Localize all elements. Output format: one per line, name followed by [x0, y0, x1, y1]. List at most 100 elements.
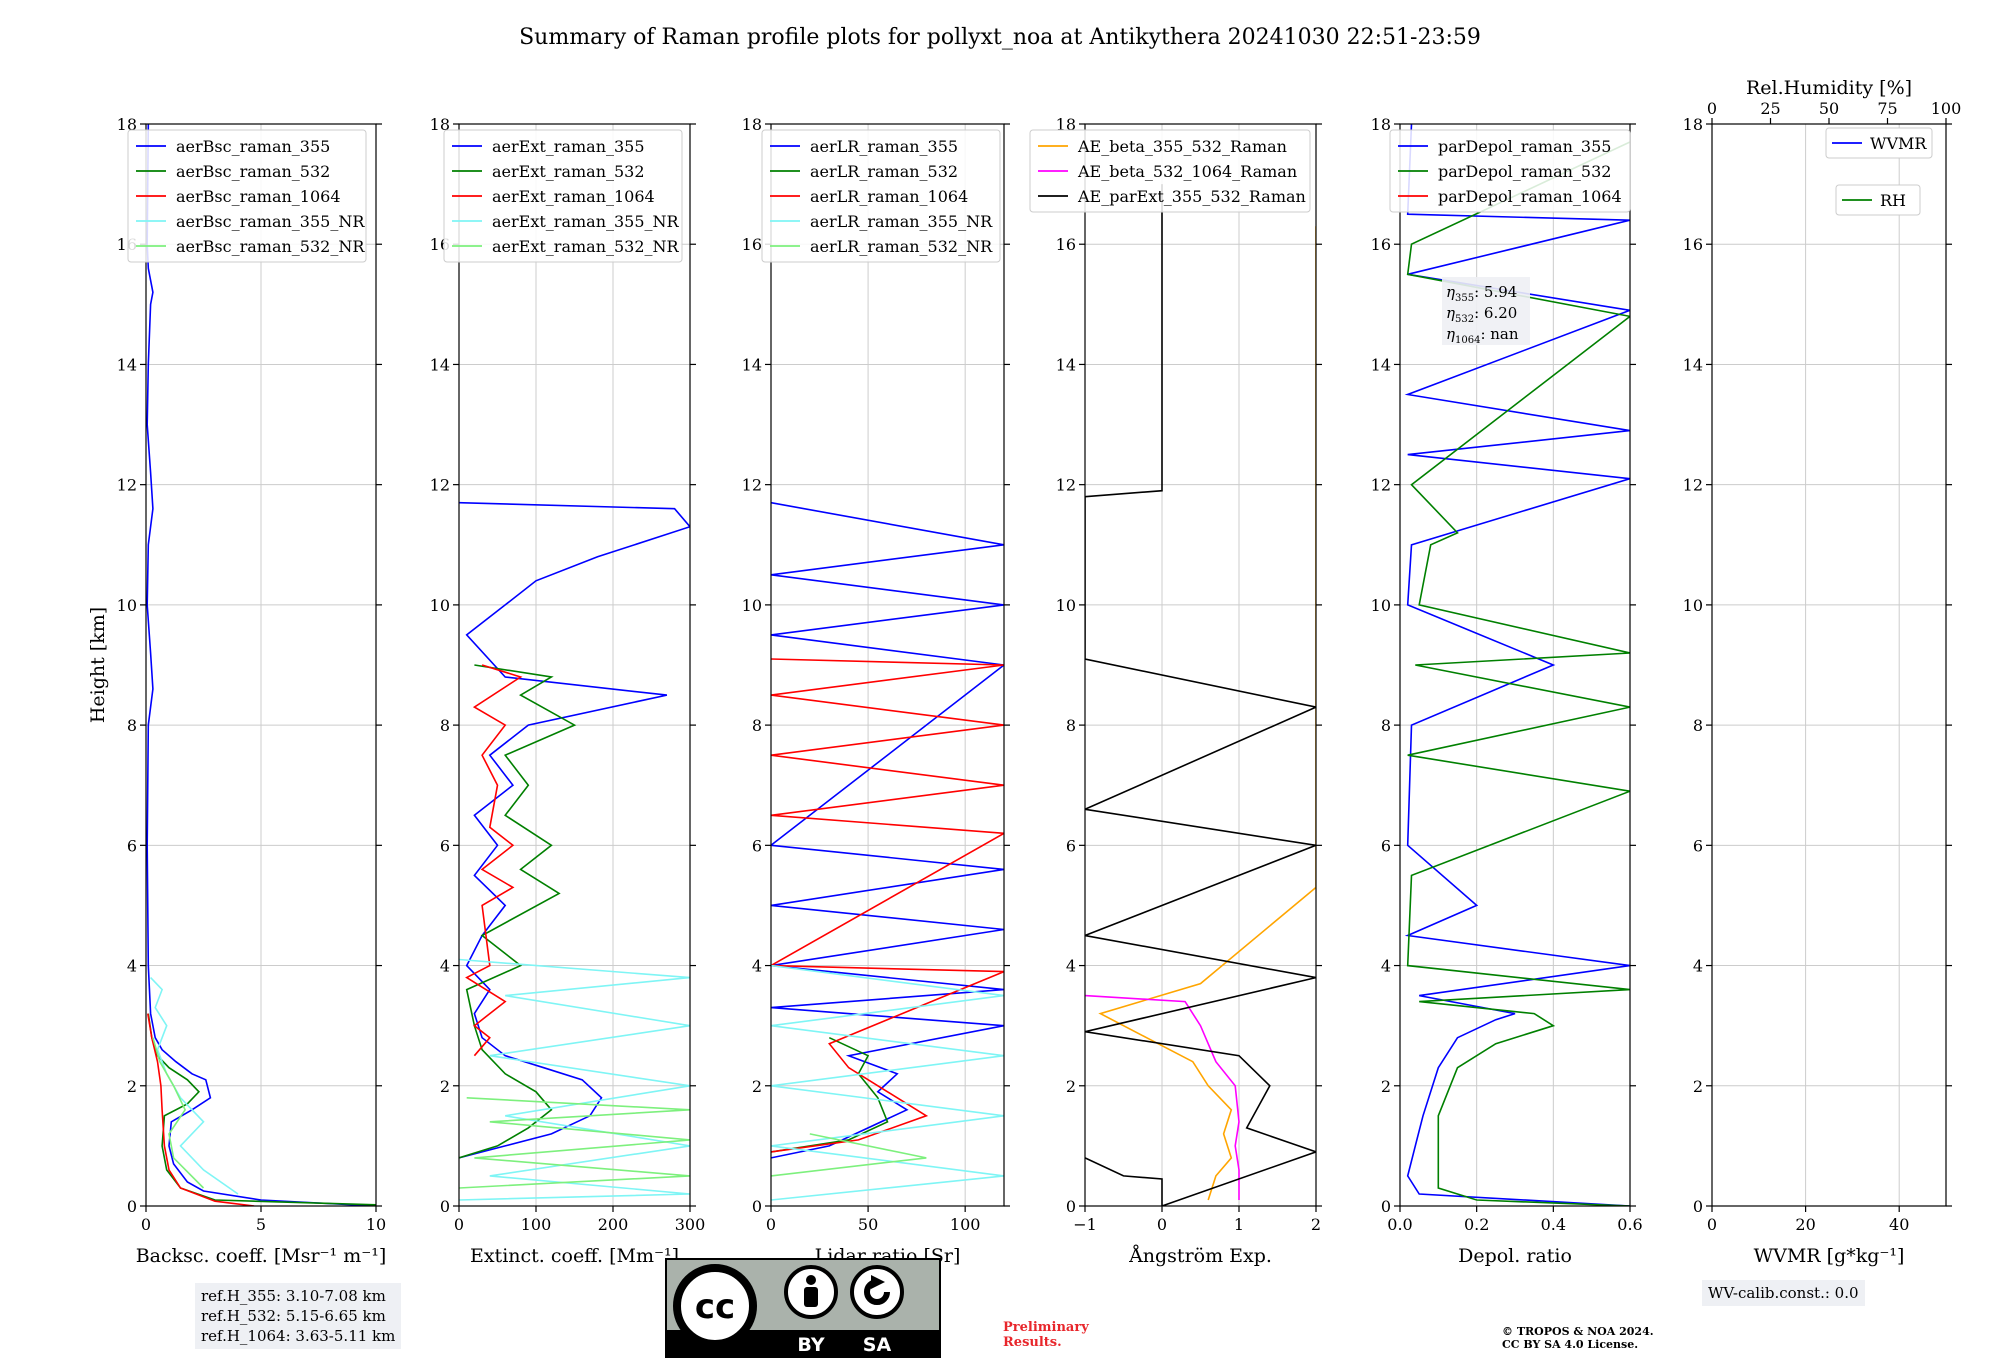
legend-entry: aerBsc_raman_355_NR — [176, 212, 365, 231]
by-text: BY — [797, 1334, 824, 1356]
x-tick-label: 100 — [521, 1215, 552, 1234]
preliminary-line-2: Results. — [1003, 1335, 1062, 1350]
legend: parDepol_raman_355 parDepol_raman_532 parD… — [1389, 129, 1631, 213]
panel-series — [1404, 124, 1630, 1206]
legend-entry: aerExt_raman_355_NR — [492, 212, 680, 231]
panel-frame — [1084, 123, 1317, 1207]
eta-line: η1064: nan — [1446, 325, 1519, 346]
x-tick-label: 50 — [858, 1215, 878, 1234]
x-tick-label: 0 — [141, 1215, 151, 1234]
top-axis-label: Rel.Humidity [%] — [1746, 77, 1912, 99]
x-tick-label: 100 — [950, 1215, 981, 1234]
top-tick-label: 0 — [1707, 99, 1717, 118]
y-tick-label: 6 — [440, 836, 450, 855]
panel-series — [771, 501, 1004, 1201]
y-tick-label: 12 — [1056, 476, 1076, 495]
y-tick-label: 0 — [127, 1197, 137, 1216]
legend-box — [127, 129, 367, 263]
series-line-aerExt_raman_355_NR — [459, 958, 690, 1201]
panel-frame — [770, 123, 1005, 1207]
x-tick-label: 200 — [598, 1215, 629, 1234]
x-tick-label: −1 — [1073, 1215, 1097, 1234]
cc-by-sa-logo: cc BY SA — [665, 1258, 941, 1358]
cc-text: cc — [695, 1287, 735, 1327]
panel-frame — [458, 123, 691, 1207]
eta-wavelength: 355 — [1455, 293, 1474, 304]
x-tick-label: 0.2 — [1464, 1215, 1489, 1234]
series-line-aerExt_raman_532_NR — [459, 1097, 690, 1189]
eta-line: η532: 6.20 — [1446, 304, 1517, 325]
eta-symbol: η — [1446, 304, 1455, 322]
x-axis-label: Backsc. coeff. [Msr⁻¹ m⁻¹] — [136, 1245, 387, 1267]
cc-circle-icon — [673, 1264, 757, 1348]
y-tick-label: 2 — [1693, 1077, 1703, 1096]
x-tick-label: 0 — [1157, 1215, 1167, 1234]
y-tick-label: 16 — [1056, 235, 1076, 254]
y-tick-label: 14 — [430, 355, 450, 374]
sa-circle-icon — [850, 1265, 904, 1319]
panel-frame — [1711, 123, 1947, 1207]
series-line-parDepol_raman_532 — [1406, 141, 1630, 1206]
y-tick-label: 8 — [127, 716, 137, 735]
y-tick-label: 10 — [430, 596, 450, 615]
series-line-AE_beta_355_532_Raman — [1098, 226, 1316, 1201]
y-tick-label: 6 — [127, 836, 137, 855]
panel-5: 0 2 4 6 8 10 12 14 16 18 0.0 0.2 0.4 0.6 Depol. ratio p… — [1371, 115, 1643, 1267]
legend-entry: aerBsc_raman_355 — [176, 137, 330, 156]
series-line-parDepol_raman_355 — [1404, 124, 1630, 1206]
legend-entry: AE_beta_355_532_Raman — [1077, 137, 1287, 156]
legend-box — [1825, 127, 1933, 159]
wv-calib-text: WV-calib.const.: 0.0 — [1708, 1284, 1859, 1302]
y-tick-label: 2 — [440, 1077, 450, 1096]
series-line-aerLR_raman_355 — [771, 501, 1004, 1159]
x-tick-label: 5 — [256, 1215, 266, 1234]
y-tick-label: 14 — [1056, 355, 1076, 374]
eta-wavelength: 532 — [1455, 314, 1474, 325]
ref-height-355: ref.H_355: 3.10-7.08 km — [201, 1287, 386, 1305]
top-tick-label: 100 — [1931, 99, 1962, 118]
series-line-aerLR_raman_1064 — [771, 658, 1004, 1153]
x-tick-label: 0 — [766, 1215, 776, 1234]
eta-value: : nan — [1480, 325, 1518, 343]
y-tick-label: 18 — [1683, 115, 1703, 134]
y-tick-label: 18 — [742, 115, 762, 134]
legend-entry: RH — [1880, 191, 1906, 210]
y-tick-label: 12 — [1683, 476, 1703, 495]
y-tick-label: 6 — [1381, 836, 1391, 855]
y-tick-label: 4 — [440, 957, 450, 976]
chart-title: Summary of Raman profile plots for polly… — [519, 25, 1481, 50]
series-line-aerExt_raman_1064 — [465, 664, 523, 1057]
top-tick-label: 25 — [1760, 99, 1780, 118]
by-head-icon — [806, 1275, 816, 1285]
y-tick-label: 12 — [430, 476, 450, 495]
y-tick-label: 0 — [1693, 1197, 1703, 1216]
legend-entry: parDepol_raman_355 — [1438, 137, 1611, 156]
series-line-aerBsc_raman_355 — [146, 124, 376, 1206]
x-tick-label: 0.0 — [1387, 1215, 1412, 1234]
legend-box — [1835, 184, 1921, 216]
x-tick-label: 1 — [1234, 1215, 1244, 1234]
sa-text: SA — [863, 1334, 892, 1356]
legend-entry: aerExt_raman_1064 — [492, 187, 655, 206]
x-tick-label: 300 — [675, 1215, 706, 1234]
top-tick-label: 75 — [1877, 99, 1897, 118]
y-tick-label: 12 — [742, 476, 762, 495]
y-tick-label: 12 — [117, 476, 137, 495]
top-tick-label: 50 — [1819, 99, 1839, 118]
y-tick-label: 2 — [1381, 1077, 1391, 1096]
by-body-icon — [804, 1287, 818, 1307]
x-axis-label: WVMR [g*kg⁻¹] — [1754, 1245, 1905, 1267]
y-tick-label: 4 — [752, 957, 762, 976]
x-axis-label: Depol. ratio — [1458, 1245, 1572, 1267]
y-tick-label: 8 — [1381, 716, 1391, 735]
preliminary-line-1: Preliminary — [1003, 1320, 1089, 1335]
legend: aerBsc_raman_355 aerBsc_raman_532 aerBsc_r… — [127, 129, 367, 263]
y-tick-label: 14 — [1683, 355, 1703, 374]
legend-entry: aerLR_raman_532_NR — [810, 237, 993, 256]
y-tick-label: 16 — [1683, 235, 1703, 254]
y-tick-label: 0 — [752, 1197, 762, 1216]
